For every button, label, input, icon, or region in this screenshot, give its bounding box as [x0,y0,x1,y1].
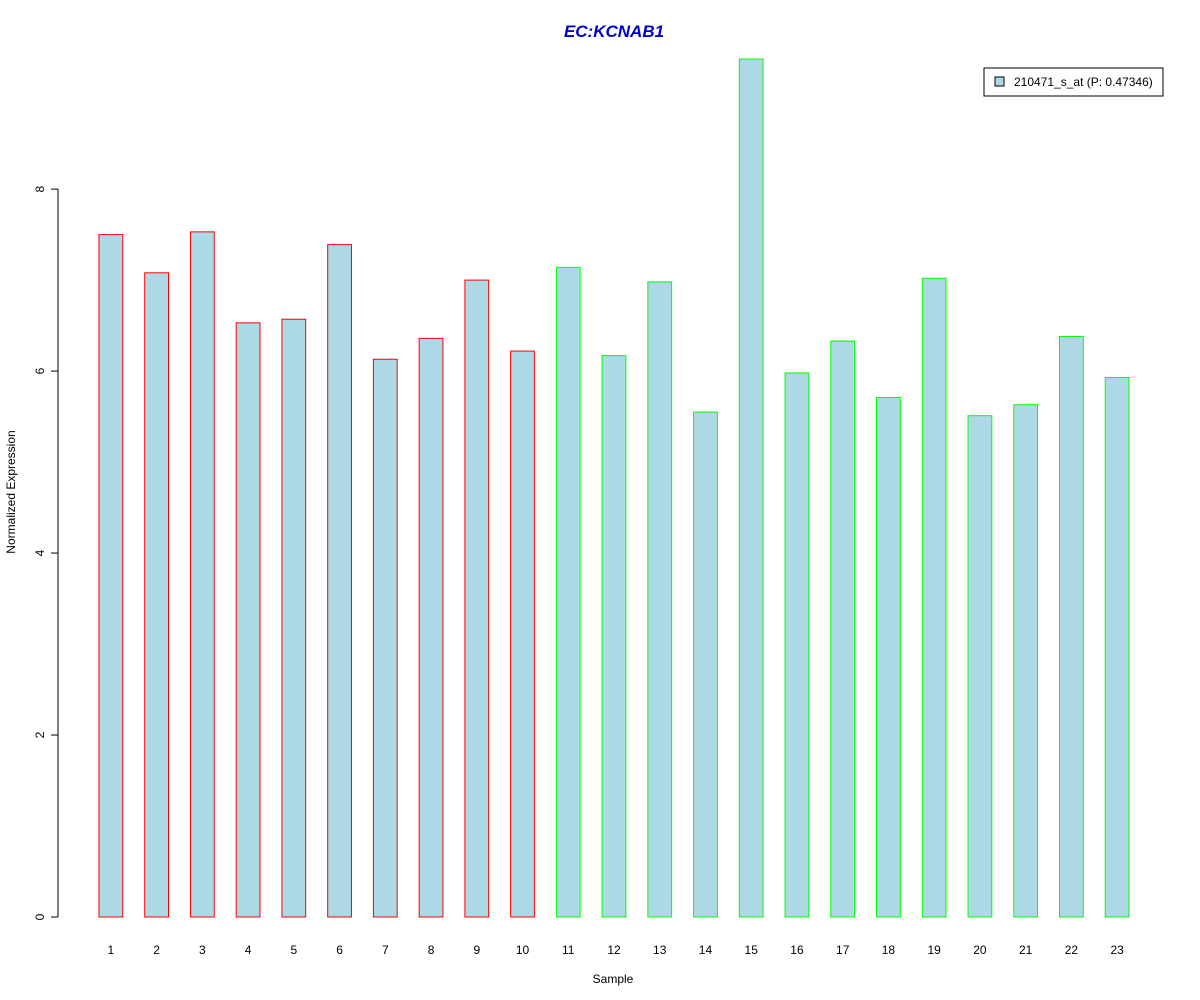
legend-swatch [994,76,1005,87]
legend: 210471_s_at (P: 0.47346) [983,67,1164,97]
x-tick-label: 18 [882,943,896,957]
chart-title: EC:KCNAB1 [564,22,664,41]
bar-sample-17 [830,340,856,918]
x-tick-label: 8 [428,943,435,957]
bar-sample-6 [327,244,352,918]
x-tick-label: 3 [199,943,206,957]
x-tick-label: 19 [927,943,941,957]
bar-sample-1 [98,234,124,918]
x-tick-label: 22 [1065,943,1079,957]
y-axis-label: Normalized Expression [4,430,18,553]
x-tick-label: 7 [382,943,389,957]
bar-sample-20 [967,415,993,918]
bar-sample-12 [601,355,627,918]
x-tick-label: 16 [790,943,804,957]
x-tick-label: 23 [1110,943,1124,957]
bar-sample-13 [647,281,673,918]
bar-sample-21 [1013,404,1039,918]
bar-sample-19 [921,277,947,918]
bar-sample-7 [372,358,398,918]
bar-sample-16 [784,372,810,918]
x-tick-label: 6 [336,943,343,957]
x-tick-label: 9 [473,943,480,957]
x-tick-label: 17 [836,943,850,957]
bar-sample-23 [1104,376,1130,918]
bar-sample-3 [189,231,215,918]
y-axis: 0 2 4 6 8 [33,185,59,920]
y-tick-label: 8 [33,185,47,192]
x-axis-label: Sample [593,972,634,986]
bar-sample-15 [738,58,764,918]
x-tick-label: 5 [290,943,297,957]
bar-sample-9 [464,279,490,918]
x-tick-label: 15 [745,943,759,957]
bar-sample-14 [693,411,718,918]
bar-sample-10 [510,350,535,918]
x-tick-label: 10 [516,943,530,957]
x-tick-label: 12 [607,943,621,957]
bar-sample-5 [281,318,307,918]
legend-label: 210471_s_at (P: 0.47346) [1014,75,1153,89]
y-tick-label: 0 [33,913,47,920]
x-tick-label: 13 [653,943,667,957]
bar-sample-8 [418,337,444,918]
x-tick-label: 2 [153,943,160,957]
bar-sample-18 [876,396,901,918]
bar-sample-2 [144,272,170,918]
bar-sample-4 [235,322,261,918]
x-tick-label: 1 [108,943,115,957]
bar-sample-11 [555,266,581,918]
x-tick-label: 21 [1019,943,1033,957]
legend-box [983,67,1164,97]
x-tick-label: 20 [973,943,987,957]
x-tick-labels: 1 2 3 4 5 6 7 8 9 10 11 12 13 14 15 16 17 18 19 20 21 22 23 [108,943,1125,957]
y-tick-label: 6 [33,367,47,374]
x-tick-label: 11 [562,943,575,957]
bar-sample-22 [1058,336,1084,918]
x-tick-label: 4 [245,943,252,957]
bars [98,58,1130,918]
y-tick-label: 2 [33,731,47,738]
y-tick-label: 4 [33,549,47,556]
x-tick-label: 14 [699,943,713,957]
